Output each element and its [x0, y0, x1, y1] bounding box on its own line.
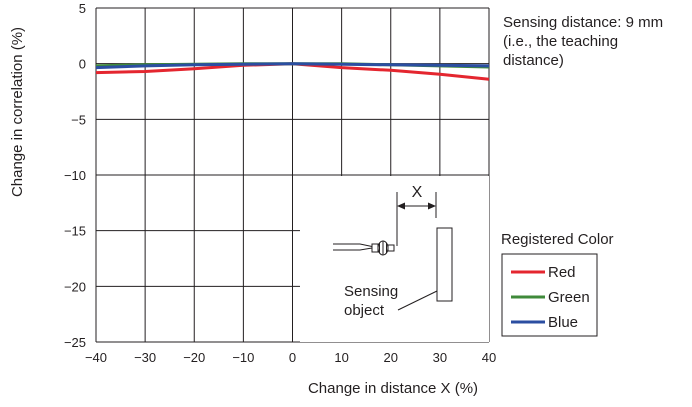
- x-tick-label: 30: [433, 350, 447, 365]
- series-blue-line: [95, 62, 490, 70]
- inset-arrowhead-right: [428, 202, 436, 210]
- x-tick-label: 40: [482, 350, 496, 365]
- y-tick-label: −5: [71, 112, 86, 127]
- inset-diagram: X Sensing object: [300, 176, 489, 342]
- x-tick-label: −30: [134, 350, 156, 365]
- y-tick-label: −15: [64, 224, 86, 239]
- inset-arrowhead-left: [397, 202, 405, 210]
- y-tick-label: −20: [64, 279, 86, 294]
- legend-label-red: Red: [548, 264, 576, 281]
- sensing-object-shape: [436, 227, 453, 302]
- legend-label-green: Green: [548, 289, 590, 306]
- y-tick-label: −25: [64, 335, 86, 350]
- x-tick-label: 10: [334, 350, 348, 365]
- sensing-object-leader: [397, 290, 438, 311]
- x-tick-label: 0: [289, 350, 296, 365]
- annotation-line-1: Sensing distance: 9 mm: [503, 14, 663, 31]
- legend-label-blue: Blue: [548, 314, 578, 331]
- y-axis-label: Change in correlation (%): [9, 27, 26, 197]
- x-tick-label: 20: [384, 350, 398, 365]
- y-tick-label: 0: [79, 57, 86, 72]
- inset-background: [300, 176, 489, 342]
- inset-object-label-1: Sensing: [344, 283, 398, 300]
- sensor-head-icon: [333, 240, 395, 256]
- inset-x-label: X: [412, 184, 423, 201]
- annotation-line-3: distance): [503, 52, 564, 69]
- annotation-line-2: (i.e., the teaching: [503, 33, 618, 50]
- y-tick-label: 5: [79, 1, 86, 16]
- series-layer: [95, 62, 490, 81]
- legend-title: Registered Color: [501, 231, 614, 248]
- x-axis-label: Change in distance X (%): [308, 380, 478, 397]
- x-tick-label: −40: [85, 350, 107, 365]
- y-tick-label: −10: [64, 168, 86, 183]
- inset-object-label-2: object: [344, 302, 385, 319]
- x-tick-label: −10: [232, 350, 254, 365]
- x-tick-label: −20: [183, 350, 205, 365]
- legend-items: Red Green Blue: [511, 264, 590, 331]
